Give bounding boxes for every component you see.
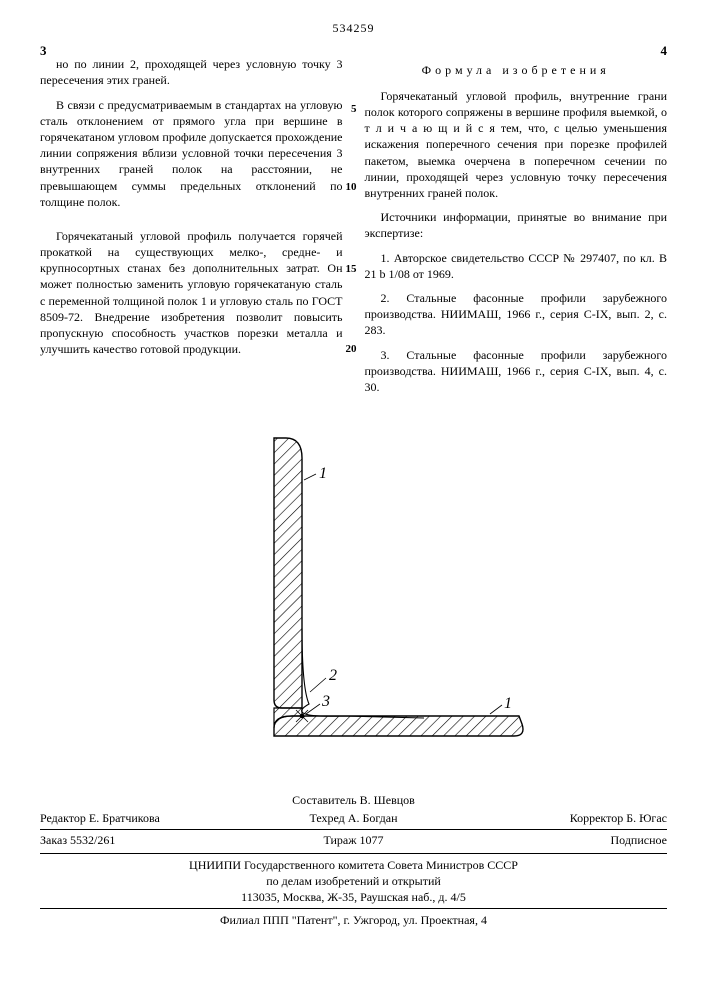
label-1a: 1 xyxy=(319,465,327,482)
label-3: 3 xyxy=(321,693,330,710)
angle-profile-diagram: 1 1 2 3 xyxy=(174,428,534,758)
tech-editor: Техред А. Богдан xyxy=(249,810,458,826)
left-p1: но по линии 2, проходящей через условную… xyxy=(40,56,343,88)
leader-1a xyxy=(304,474,316,480)
editor: Редактор Е. Братчикова xyxy=(40,810,249,826)
formula-header: Формула изобретения xyxy=(365,62,668,78)
source-3: 3. Стальные фасонные профили зарубежного… xyxy=(365,347,668,396)
line-marker-10: 10 xyxy=(346,180,357,195)
org-line-2: по делам изобретений и открытий xyxy=(40,873,667,889)
divider-2 xyxy=(40,908,667,909)
figure: 1 1 2 3 xyxy=(40,428,667,762)
line-marker-20: 20 xyxy=(346,342,357,357)
subscription: Подписное xyxy=(458,832,667,848)
label-2: 2 xyxy=(329,667,337,684)
patent-page: 534259 3 но по линии 2, проходящей через… xyxy=(0,0,707,949)
divider-1 xyxy=(40,853,667,854)
compiler: Составитель В. Шевцов xyxy=(40,792,667,808)
leader-1b xyxy=(490,705,502,714)
leader-3 xyxy=(306,704,320,714)
sources-header: Источники информации, принятые во вниман… xyxy=(365,209,668,241)
left-column: 3 но по линии 2, проходящей через условн… xyxy=(40,42,343,403)
tirazh: Тираж 1077 xyxy=(249,832,458,848)
address-1: 113035, Москва, Ж-35, Раушская наб., д. … xyxy=(40,889,667,905)
col-num-left: 3 xyxy=(40,42,47,60)
org-line-1: ЦНИИПИ Государственного комитета Совета … xyxy=(40,857,667,873)
source-2: 2. Стальные фасонные профили зарубежного… xyxy=(365,290,668,339)
corrector: Корректор Б. Югас xyxy=(458,810,667,826)
col-num-right: 4 xyxy=(365,42,668,60)
right-p1: Горячекатаный угловой профиль, внутренни… xyxy=(365,88,668,201)
label-1b: 1 xyxy=(504,695,512,712)
fillet-curve xyxy=(301,628,423,718)
vertical-flange xyxy=(274,438,302,708)
staff-row: Редактор Е. Братчикова Техред А. Богдан … xyxy=(40,808,667,829)
leader-2 xyxy=(310,678,326,692)
left-p2: В связи с предусматриваемым в стандартах… xyxy=(40,97,343,210)
order-number: Заказ 5532/261 xyxy=(40,832,249,848)
order-row: Заказ 5532/261 Тираж 1077 Подписное xyxy=(40,830,667,850)
text-columns: 3 но по линии 2, проходящей через условн… xyxy=(40,42,667,403)
horizontal-flange xyxy=(274,716,523,736)
filial: Филиал ППП "Патент", г. Ужгород, ул. Про… xyxy=(40,912,667,928)
line-marker-5: 5 xyxy=(351,102,357,117)
right-column: 4 Формула изобретения Горячекатаный угло… xyxy=(365,42,668,403)
publication-info: Составитель В. Шевцов Редактор Е. Братчи… xyxy=(40,792,667,928)
line-marker-15: 15 xyxy=(346,262,357,277)
patent-number: 534259 xyxy=(40,20,667,36)
left-p3: Горячекатаный угловой профиль получается… xyxy=(40,228,343,358)
source-1: 1. Авторское свидетельство СССР № 297407… xyxy=(365,250,668,282)
